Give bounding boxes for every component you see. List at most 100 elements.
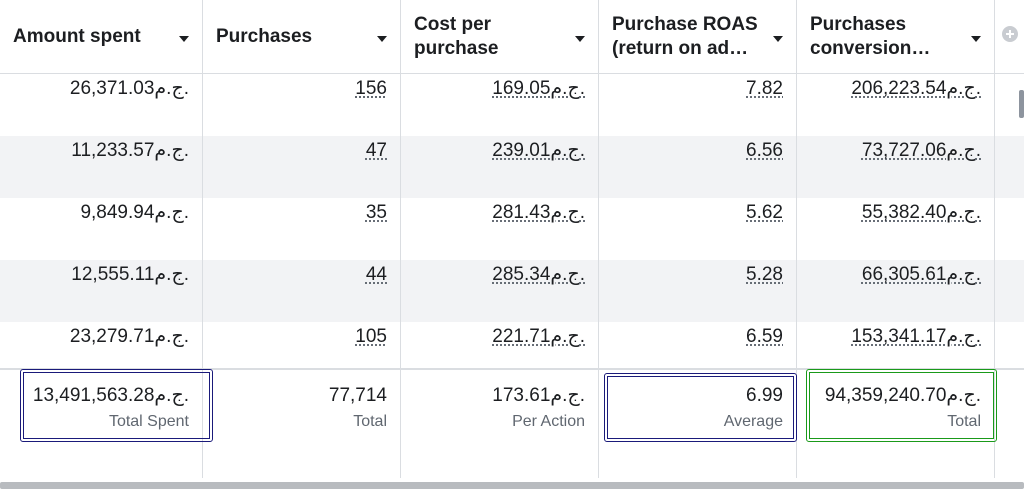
caret-down-icon[interactable] bbox=[575, 36, 585, 42]
amount-spent-cell: 11,233.57ج.م. bbox=[0, 136, 203, 198]
highlight-box-roas-average bbox=[604, 373, 797, 442]
cost-per-purchase-link[interactable]: 221.71ج.م. bbox=[492, 326, 585, 347]
total-roas-label: Average bbox=[723, 413, 783, 430]
roas-link[interactable]: 6.56 bbox=[746, 140, 783, 161]
conversion-value-cell: 73,727.06ج.م. bbox=[797, 136, 995, 198]
total-purchases-cell: 77,714 Total bbox=[203, 370, 401, 478]
horizontal-scrollbar[interactable] bbox=[0, 482, 1024, 489]
amount-spent-value: 11,233.57ج.م. bbox=[71, 140, 189, 161]
cost-per-purchase-link[interactable]: 169.05ج.م. bbox=[492, 78, 585, 99]
conversion-value-link[interactable]: 55,382.40ج.م. bbox=[861, 202, 981, 223]
empty-cell bbox=[995, 322, 1024, 368]
column-header-purchase-roas[interactable]: Purchase ROAS (return on ad… bbox=[599, 0, 797, 74]
roas-cell: 7.82 bbox=[599, 74, 797, 136]
amount-spent-cell: 23,279.71ج.م. bbox=[0, 322, 203, 368]
caret-down-icon[interactable] bbox=[179, 36, 189, 42]
conversion-value-cell: 66,305.61ج.م. bbox=[797, 260, 995, 322]
purchases-cell: 44 bbox=[203, 260, 401, 322]
conversion-value-cell: 206,223.54ج.م. bbox=[797, 74, 995, 136]
total-purchases-label: Total bbox=[353, 413, 387, 430]
total-purchases-value: 77,714 bbox=[328, 385, 387, 406]
purchases-cell: 105 bbox=[203, 322, 401, 368]
total-roas-value: 6.99 bbox=[746, 385, 783, 406]
cost-per-purchase-link[interactable]: 239.01ج.م. bbox=[492, 140, 585, 161]
purchases-cell: 35 bbox=[203, 198, 401, 260]
roas-cell: 6.59 bbox=[599, 322, 797, 368]
amount-spent-cell: 9,849.94ج.م. bbox=[0, 198, 203, 260]
conversion-value-link[interactable]: 153,341.17ج.م. bbox=[851, 326, 981, 347]
cost-per-purchase-cell: 281.43ج.م. bbox=[401, 198, 599, 260]
total-cost-per-purchase-cell: 173.61ج.م. Per Action bbox=[401, 370, 599, 478]
cost-per-purchase-cell: 169.05ج.م. bbox=[401, 74, 599, 136]
vertical-scrollbar[interactable] bbox=[1019, 90, 1024, 118]
empty-cell bbox=[995, 198, 1024, 260]
roas-cell: 5.62 bbox=[599, 198, 797, 260]
table-row: 11,233.57ج.م. 47 239.01ج.م. 6.56 73,727.… bbox=[0, 136, 1024, 198]
amount-spent-cell: 12,555.11ج.م. bbox=[0, 260, 203, 322]
column-header-label: Purchases bbox=[216, 26, 313, 47]
add-column-button[interactable] bbox=[995, 0, 1024, 74]
amount-spent-value: 23,279.71ج.م. bbox=[69, 326, 189, 347]
conversion-value-cell: 153,341.17ج.م. bbox=[797, 322, 995, 368]
total-amount-spent-value: 13,491,563.28ج.م. bbox=[32, 385, 189, 406]
cost-per-purchase-link[interactable]: 281.43ج.م. bbox=[492, 202, 585, 223]
table-row: 12,555.11ج.م. 44 285.34ج.م. 5.28 66,305.… bbox=[0, 260, 1024, 322]
column-header-amount-spent[interactable]: Amount spent bbox=[0, 0, 203, 74]
empty-cell bbox=[995, 136, 1024, 198]
purchases-link[interactable]: 156 bbox=[355, 78, 387, 99]
column-header-cost-per-purchase[interactable]: Cost per purchase bbox=[401, 0, 599, 74]
cost-per-purchase-link[interactable]: 285.34ج.م. bbox=[492, 264, 585, 285]
conversion-value-link[interactable]: 73,727.06ج.م. bbox=[861, 140, 981, 161]
total-conversion-value-label: Total bbox=[947, 413, 981, 430]
amount-spent-value: 9,849.94ج.م. bbox=[80, 202, 189, 223]
conversion-value-link[interactable]: 206,223.54ج.م. bbox=[851, 78, 981, 99]
plus-circle-icon[interactable] bbox=[1001, 26, 1018, 42]
conversion-value-link[interactable]: 66,305.61ج.م. bbox=[861, 264, 981, 285]
purchases-link[interactable]: 35 bbox=[365, 202, 387, 223]
table-row: 23,279.71ج.م. 105 221.71ج.م. 6.59 153,34… bbox=[0, 322, 1024, 368]
purchases-link[interactable]: 47 bbox=[365, 140, 387, 161]
roas-cell: 6.56 bbox=[599, 136, 797, 198]
total-cost-per-purchase-label: Per Action bbox=[512, 413, 585, 430]
highlight-box-conversion-total bbox=[806, 369, 997, 442]
total-roas-cell: 6.99 Average bbox=[599, 370, 797, 478]
caret-down-icon[interactable] bbox=[377, 36, 387, 42]
amount-spent-cell: 26,371.03ج.م. bbox=[0, 74, 203, 136]
roas-link[interactable]: 7.82 bbox=[746, 78, 783, 99]
cost-per-purchase-cell: 221.71ج.م. bbox=[401, 322, 599, 368]
total-cost-per-purchase-value: 173.61ج.م. bbox=[492, 385, 585, 406]
table-row: 9,849.94ج.م. 35 281.43ج.م. 5.62 55,382.4… bbox=[0, 198, 1024, 260]
total-amount-spent-cell: 13,491,563.28ج.م. Total Spent bbox=[0, 370, 203, 478]
purchases-link[interactable]: 105 bbox=[355, 326, 387, 347]
empty-cell bbox=[995, 260, 1024, 322]
total-conversion-value-cell: 94,359,240.70ج.م. Total bbox=[797, 370, 995, 478]
roas-link[interactable]: 5.62 bbox=[746, 202, 783, 223]
ads-report-table: Amount spent Purchases Cost per purchase… bbox=[0, 0, 1024, 478]
cost-per-purchase-cell: 285.34ج.م. bbox=[401, 260, 599, 322]
purchases-link[interactable]: 44 bbox=[365, 264, 387, 285]
cost-per-purchase-cell: 239.01ج.م. bbox=[401, 136, 599, 198]
total-amount-spent-label: Total Spent bbox=[108, 413, 189, 430]
conversion-value-cell: 55,382.40ج.م. bbox=[797, 198, 995, 260]
amount-spent-value: 26,371.03ج.م. bbox=[69, 78, 189, 99]
caret-down-icon[interactable] bbox=[971, 36, 981, 42]
roas-link[interactable]: 6.59 bbox=[746, 326, 783, 347]
empty-cell bbox=[995, 370, 1024, 478]
column-header-label: Amount spent bbox=[13, 26, 141, 47]
column-header-label: Purchase ROAS (return on ad… bbox=[612, 14, 758, 59]
roas-cell: 5.28 bbox=[599, 260, 797, 322]
column-header-label: Purchases conversion… bbox=[810, 14, 931, 59]
purchases-cell: 47 bbox=[203, 136, 401, 198]
table-header: Amount spent Purchases Cost per purchase… bbox=[0, 0, 1024, 74]
column-header-purchases[interactable]: Purchases bbox=[203, 0, 401, 74]
roas-link[interactable]: 5.28 bbox=[746, 264, 783, 285]
total-conversion-value-value: 94,359,240.70ج.م. bbox=[824, 385, 981, 406]
totals-row: 13,491,563.28ج.م. Total Spent 77,714 Tot… bbox=[0, 368, 1024, 478]
column-header-purchases-conversion-value[interactable]: Purchases conversion… bbox=[797, 0, 995, 74]
column-header-label: Cost per purchase bbox=[414, 14, 499, 59]
amount-spent-value: 12,555.11ج.م. bbox=[71, 264, 189, 285]
purchases-cell: 156 bbox=[203, 74, 401, 136]
caret-down-icon[interactable] bbox=[773, 36, 783, 42]
table-row: 26,371.03ج.م. 156 169.05ج.م. 7.82 206,22… bbox=[0, 74, 1024, 136]
highlight-box-total-spent bbox=[20, 369, 213, 442]
